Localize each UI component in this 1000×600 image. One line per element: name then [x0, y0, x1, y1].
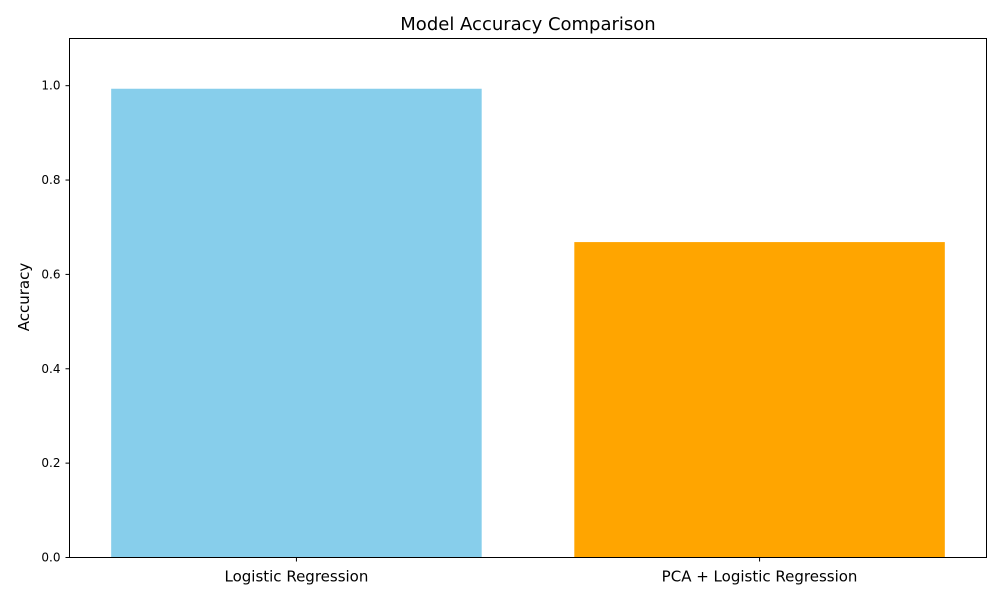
x-axis-ticks: Logistic Regression PCA + Logistic Regres… — [224, 557, 858, 586]
plot-frame — [69, 38, 987, 558]
y-axis-label: Accuracy — [15, 263, 33, 332]
y-tick-label: 0.8 — [41, 173, 60, 187]
y-tick-label: 0.0 — [41, 551, 60, 565]
bar-2 — [574, 242, 945, 558]
y-tick-label: 0.4 — [41, 362, 60, 376]
x-tick-label: PCA + Logistic Regression — [662, 568, 858, 586]
y-axis-ticks: 0.0 0.2 0.4 0.6 0.8 1.0 — [41, 79, 70, 565]
bars-layer — [111, 88, 945, 558]
chart-title: Model Accuracy Comparison — [400, 14, 655, 35]
y-tick-label: 0.6 — [41, 267, 60, 281]
y-tick-label: 0.2 — [41, 456, 60, 470]
bar-1 — [111, 88, 482, 558]
y-tick-label: 1.0 — [41, 79, 60, 93]
x-tick-label: Logistic Regression — [224, 568, 368, 586]
